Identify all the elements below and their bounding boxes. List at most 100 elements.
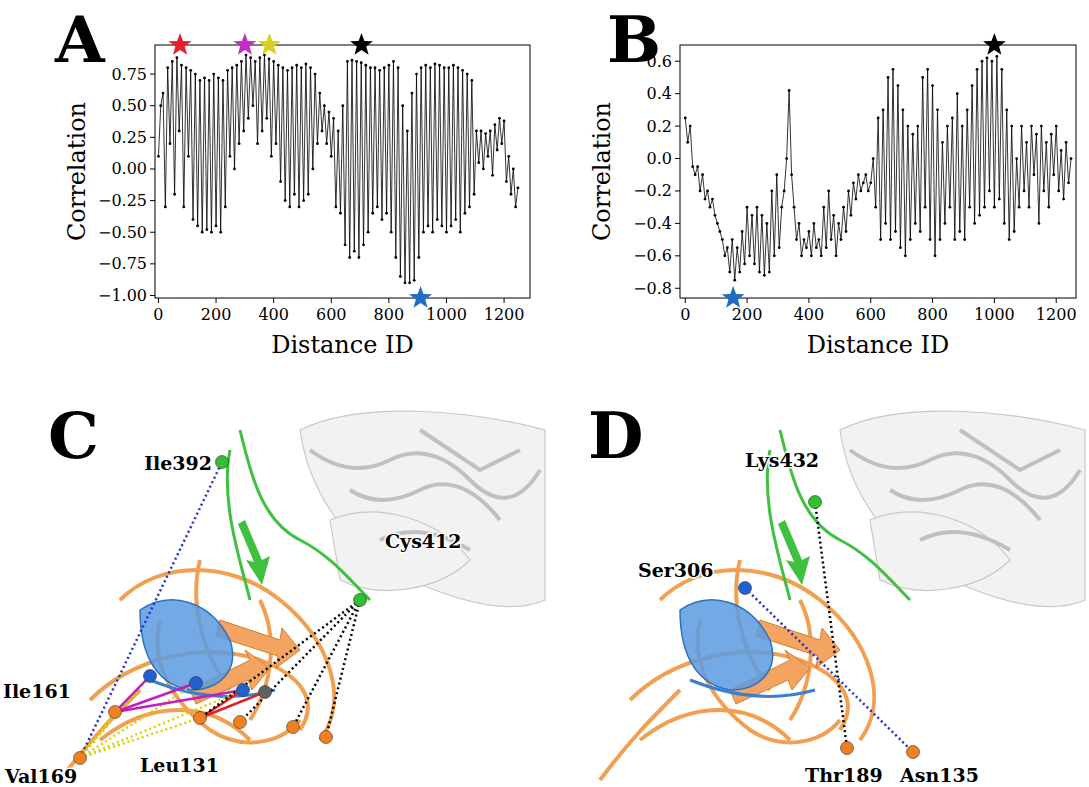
point <box>728 271 731 274</box>
point <box>939 238 942 241</box>
point <box>864 173 867 176</box>
x-tick-label: 600 <box>316 305 347 324</box>
point <box>736 246 739 249</box>
point <box>733 279 736 282</box>
point <box>911 133 914 136</box>
point <box>330 155 333 158</box>
point <box>217 76 220 79</box>
point <box>956 92 959 95</box>
point <box>457 66 460 69</box>
residue-label: Cys412 <box>385 530 462 552</box>
x-tick-label: 0 <box>680 305 690 324</box>
point <box>404 281 407 284</box>
point <box>489 130 492 133</box>
point <box>1023 190 1026 193</box>
cartoon-blue <box>680 600 773 690</box>
x-tick <box>870 298 871 303</box>
y-tick-label: 0.2 <box>647 117 672 136</box>
point <box>684 117 687 120</box>
point <box>487 155 490 158</box>
point <box>983 206 986 209</box>
point <box>1060 149 1063 152</box>
residue-atom <box>809 496 822 509</box>
point <box>415 73 418 76</box>
point <box>480 130 483 133</box>
y-tick <box>150 137 155 138</box>
point <box>175 56 178 59</box>
distance-line <box>80 712 115 758</box>
point <box>427 224 430 227</box>
cartoon-loop <box>640 710 790 740</box>
star-marker <box>233 33 256 55</box>
point <box>872 157 875 160</box>
point <box>721 238 724 241</box>
point <box>369 66 372 69</box>
residue-label: Asn135 <box>899 764 979 786</box>
y-tick-label: −0.2 <box>633 181 672 200</box>
point <box>268 58 271 61</box>
point <box>256 142 259 145</box>
point <box>803 238 806 241</box>
point <box>899 246 902 249</box>
x-tick <box>388 298 389 303</box>
point <box>201 231 204 234</box>
point <box>226 69 229 72</box>
x-tick <box>273 298 274 303</box>
point <box>424 64 427 67</box>
point <box>238 142 241 145</box>
point <box>316 142 319 145</box>
point <box>411 92 414 95</box>
residue-atom <box>320 731 333 744</box>
point <box>182 206 185 209</box>
distance-line <box>200 600 360 718</box>
point <box>1025 141 1028 144</box>
point <box>887 76 890 79</box>
chart-panel: B−0.8−0.6−0.4−0.20.00.20.40.602004006008… <box>588 2 1077 359</box>
point <box>311 168 314 171</box>
point <box>1040 125 1043 128</box>
point <box>746 206 749 209</box>
star-marker <box>722 286 745 308</box>
point <box>293 193 296 196</box>
point <box>748 254 751 257</box>
point <box>971 84 974 87</box>
point <box>385 212 388 215</box>
point <box>758 271 761 274</box>
point <box>360 61 363 64</box>
residue-atom <box>194 712 207 725</box>
point <box>309 66 312 69</box>
point <box>934 254 937 257</box>
point <box>741 230 744 233</box>
y-tick-label: −0.25 <box>98 191 147 210</box>
point <box>265 117 268 120</box>
point <box>976 68 979 71</box>
point <box>245 54 248 57</box>
point <box>800 254 803 257</box>
y-tick <box>675 288 680 289</box>
x-tick-label: 1200 <box>1036 305 1077 324</box>
point <box>413 279 416 282</box>
y-tick <box>150 105 155 106</box>
y-tick <box>150 295 155 296</box>
point <box>901 108 904 111</box>
cartoon-blue-loop <box>690 680 815 697</box>
distance-line <box>80 683 196 758</box>
point <box>1042 190 1045 193</box>
point <box>242 130 245 133</box>
star-marker <box>350 33 373 55</box>
point <box>318 92 321 95</box>
x-tick-label: 200 <box>201 305 232 324</box>
residue-label: Leu131 <box>140 754 219 776</box>
plot-frame <box>680 45 1076 298</box>
y-tick <box>150 74 155 75</box>
cartoon-green-strand <box>238 520 270 585</box>
point <box>302 199 305 202</box>
x-tick-label: 0 <box>153 305 163 324</box>
cartoon-ribbon <box>420 430 520 470</box>
y-tick-label: 0.75 <box>111 65 147 84</box>
point <box>993 206 996 209</box>
point <box>716 222 719 225</box>
panel-letter: D <box>588 398 644 473</box>
point <box>496 149 499 152</box>
y-axis-title: Correlation <box>63 102 91 241</box>
